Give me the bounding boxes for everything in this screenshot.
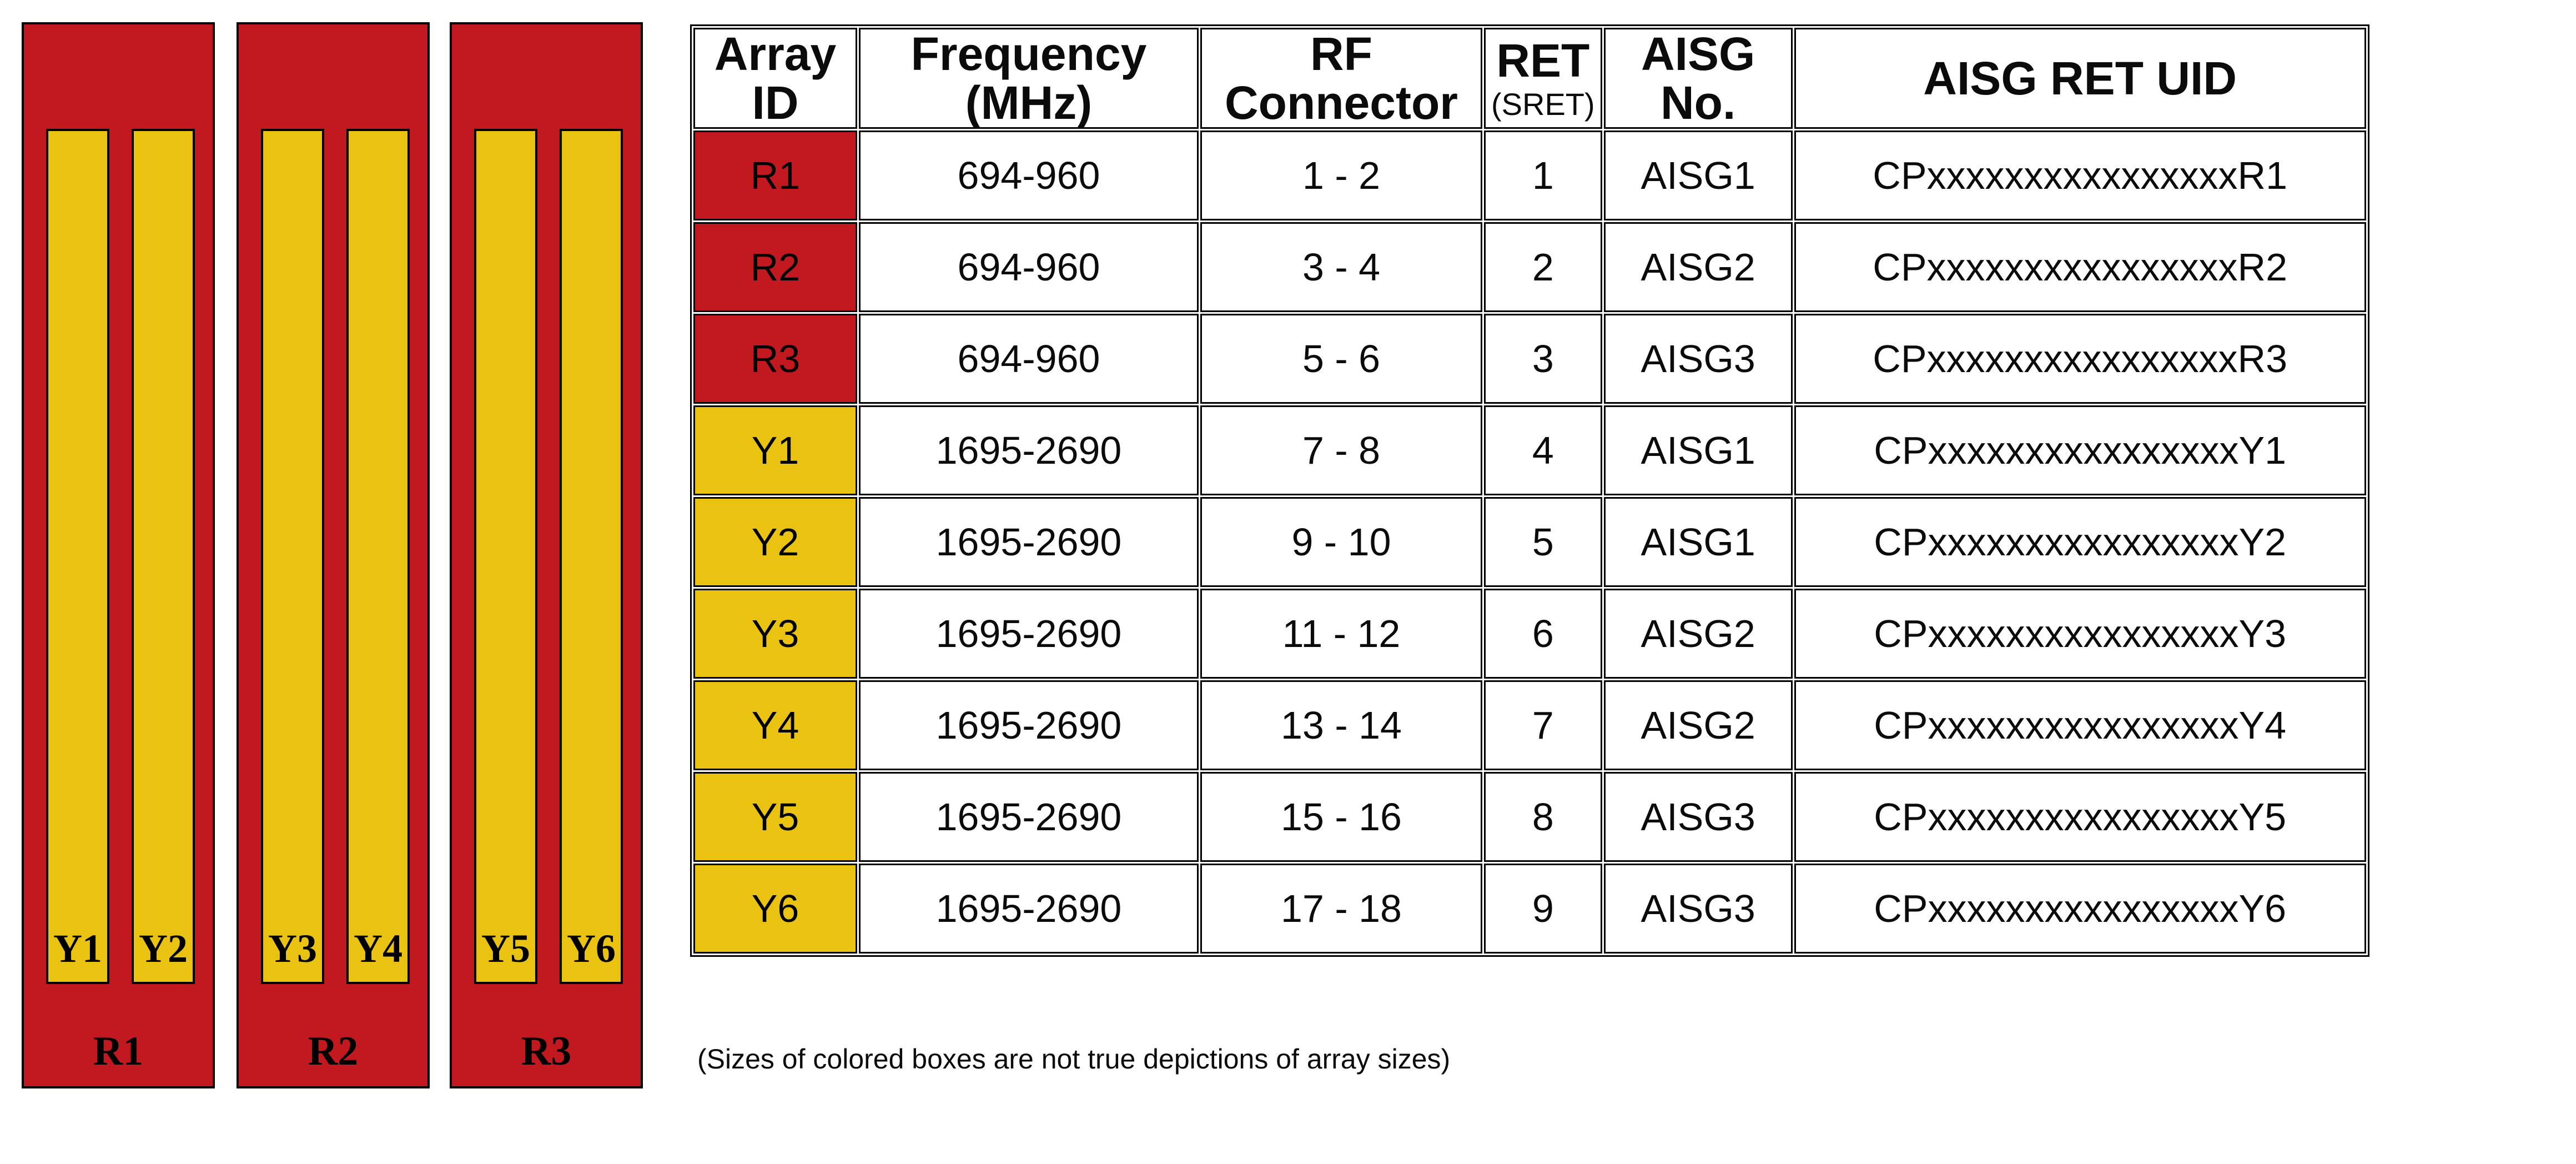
aisg-no-cell: AISG2 [1603,680,1793,771]
aisg-uid-cell: CPxxxxxxxxxxxxxxxxR2 [1794,222,2366,313]
table-row: Y3 1695-2690 11 - 12 6 AISG2 CPxxxxxxxxx… [693,589,2366,679]
array-bar-y4: Y4 [346,129,410,984]
panel-label: R2 [308,1028,359,1074]
aisg-no-cell: AISG3 [1603,864,1793,954]
panel-label: R3 [521,1028,572,1074]
aisg-no-cell: AISG2 [1603,222,1793,313]
array-bar-y6: Y6 [560,129,623,984]
aisg-uid-cell: CPxxxxxxxxxxxxxxxxY6 [1794,864,2366,954]
array-id-cell: Y4 [693,680,857,771]
aisg-uid-cell: CPxxxxxxxxxxxxxxxxR1 [1794,131,2366,221]
array-label: Y1 [53,926,102,971]
array-bar-y2: Y2 [132,129,195,984]
rf-connector-cell: 7 - 8 [1200,405,1482,496]
aisg-no-cell: AISG3 [1603,772,1793,862]
spec-table: Array ID Frequency (MHz) RF Connector RE… [690,24,2369,957]
array-id-cell: R3 [693,314,857,404]
ret-cell: 4 [1484,405,1602,496]
aisg-uid-cell: CPxxxxxxxxxxxxxxxxY4 [1794,680,2366,771]
ret-cell: 3 [1484,314,1602,404]
array-label: Y5 [481,926,530,971]
ret-cell: 5 [1484,497,1602,588]
array-label: Y4 [354,926,402,971]
header-aisg-ret-uid: AISG RET UID [1794,28,2366,129]
header-array-id: Array ID [693,28,857,129]
array-bar-y3: Y3 [261,129,324,984]
array-bar-y1: Y1 [46,129,109,984]
frequency-cell: 694-960 [859,222,1199,313]
header-ret-sub: (SRET) [1491,86,1595,122]
aisg-no-cell: AISG1 [1603,497,1793,588]
frequency-cell: 694-960 [859,314,1199,404]
table-row: Y2 1695-2690 9 - 10 5 AISG1 CPxxxxxxxxxx… [693,497,2366,588]
ret-cell: 7 [1484,680,1602,771]
aisg-uid-cell: CPxxxxxxxxxxxxxxxxR3 [1794,314,2366,404]
table-row: Y6 1695-2690 17 - 18 9 AISG3 CPxxxxxxxxx… [693,864,2366,954]
rf-connector-cell: 3 - 4 [1200,222,1482,313]
frequency-cell: 694-960 [859,131,1199,221]
aisg-no-cell: AISG1 [1603,405,1793,496]
aisg-no-cell: AISG1 [1603,131,1793,221]
frequency-cell: 1695-2690 [859,405,1199,496]
aisg-uid-cell: CPxxxxxxxxxxxxxxxxY2 [1794,497,2366,588]
aisg-no-cell: AISG3 [1603,314,1793,404]
array-id-cell: R1 [693,131,857,221]
ret-cell: 9 [1484,864,1602,954]
aisg-no-cell: AISG2 [1603,589,1793,679]
table-row: Y5 1695-2690 15 - 16 8 AISG3 CPxxxxxxxxx… [693,772,2366,862]
antenna-panel-r3: Y5 Y6 R3 [450,22,643,1088]
array-id-cell: Y6 [693,864,857,954]
header-frequency: Frequency (MHz) [859,28,1199,129]
rf-connector-cell: 11 - 12 [1200,589,1482,679]
header-ret: RET (SRET) [1484,28,1602,129]
array-label: Y3 [268,926,317,971]
frequency-cell: 1695-2690 [859,772,1199,862]
rf-connector-cell: 1 - 2 [1200,131,1482,221]
frequency-cell: 1695-2690 [859,589,1199,679]
rf-connector-cell: 5 - 6 [1200,314,1482,404]
table-row: R3 694-960 5 - 6 3 AISG3 CPxxxxxxxxxxxxx… [693,314,2366,404]
ret-cell: 8 [1484,772,1602,862]
array-id-cell: Y2 [693,497,857,588]
array-label: Y2 [139,926,188,971]
table-row: Y4 1695-2690 13 - 14 7 AISG2 CPxxxxxxxxx… [693,680,2366,771]
array-bar-y5: Y5 [474,129,537,984]
frequency-cell: 1695-2690 [859,497,1199,588]
header-aisg-no: AISG No. [1603,28,1793,129]
rf-connector-cell: 9 - 10 [1200,497,1482,588]
antenna-panel-r1: Y1 Y2 R1 [22,22,215,1088]
array-id-cell: Y1 [693,405,857,496]
aisg-uid-cell: CPxxxxxxxxxxxxxxxxY5 [1794,772,2366,862]
rf-connector-cell: 15 - 16 [1200,772,1482,862]
panel-label: R1 [93,1028,144,1074]
table-header-row: Array ID Frequency (MHz) RF Connector RE… [693,28,2366,129]
array-label: Y6 [567,926,616,971]
ret-cell: 1 [1484,131,1602,221]
frequency-cell: 1695-2690 [859,680,1199,771]
table-row: Y1 1695-2690 7 - 8 4 AISG1 CPxxxxxxxxxxx… [693,405,2366,496]
table-row: R2 694-960 3 - 4 2 AISG2 CPxxxxxxxxxxxxx… [693,222,2366,313]
frequency-cell: 1695-2690 [859,864,1199,954]
aisg-uid-cell: CPxxxxxxxxxxxxxxxxY3 [1794,589,2366,679]
array-id-cell: Y5 [693,772,857,862]
rf-connector-cell: 13 - 14 [1200,680,1482,771]
footnote: (Sizes of colored boxes are not true dep… [697,1043,1451,1075]
header-rf-connector: RF Connector [1200,28,1482,129]
table-row: R1 694-960 1 - 2 1 AISG1 CPxxxxxxxxxxxxx… [693,131,2366,221]
aisg-uid-cell: CPxxxxxxxxxxxxxxxxY1 [1794,405,2366,496]
antenna-panel-r2: Y3 Y4 R2 [237,22,430,1088]
header-ret-main: RET [1496,34,1590,87]
array-id-cell: Y3 [693,589,857,679]
ret-cell: 6 [1484,589,1602,679]
rf-connector-cell: 17 - 18 [1200,864,1482,954]
ret-cell: 2 [1484,222,1602,313]
array-id-cell: R2 [693,222,857,313]
